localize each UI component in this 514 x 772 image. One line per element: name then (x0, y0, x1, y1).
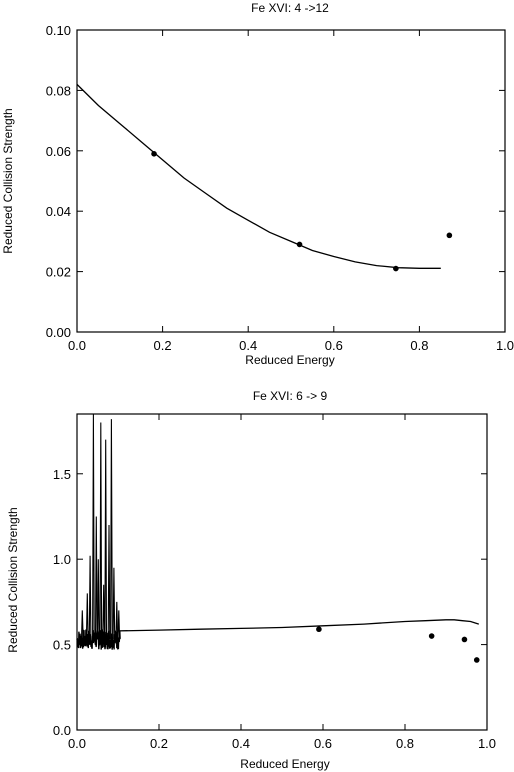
bottom-resonance-peak (94, 516, 98, 640)
top-ytick-label: 0.00 (46, 325, 71, 340)
top-data-point (151, 151, 157, 157)
chart-top-title: Fe XVI: 4 ->12 (251, 1, 329, 15)
top-xtick-label: 1.0 (496, 338, 514, 353)
bottom-resonance-peak (102, 584, 106, 640)
chart-bottom-frame (76, 413, 488, 731)
bottom-resonance-peak (88, 555, 92, 640)
bottom-fit-curve (117, 619, 479, 632)
bottom-resonance-band (76, 629, 121, 651)
top-data-point (296, 241, 303, 248)
bottom-resonance-peak (99, 422, 103, 640)
bottom-resonance-peak (80, 610, 84, 640)
bottom-resonance-peak (110, 419, 113, 640)
bottom-data-point (473, 657, 480, 663)
bottom-xtick-label: 0.2 (150, 736, 168, 751)
bottom-resonance-peak (96, 559, 100, 640)
bottom-resonance-peak (112, 567, 116, 640)
bottom-ytick-label: 1.0 (53, 552, 71, 567)
top-ytick-label: 0.02 (46, 265, 71, 280)
chart-bottom-ylabel: Reduced Collision Strength (6, 507, 20, 652)
bottom-xtick-label: 0.8 (396, 736, 414, 751)
top-ytick-label: 0.10 (46, 23, 71, 38)
bottom-ytick-label: 1.5 (53, 467, 71, 482)
chart-top: Fe XVI: 4 ->12 0.0 0.2 0.4 0.6 0.8 1.0 0.00 0.… (1, 1, 514, 367)
chart-top-xlabel: Reduced Energy (245, 353, 334, 367)
top-ytick-label: 0.08 (46, 83, 71, 98)
bottom-xtick-label: 0.0 (68, 736, 86, 751)
bottom-data-point (316, 626, 322, 633)
bottom-resonance-peak (115, 601, 119, 640)
chart-bottom-title: Fe XVI: 6 -> 9 (253, 389, 328, 403)
bottom-resonance-peak (85, 593, 89, 640)
chart-top-ylabel: Reduced Collision Strength (1, 108, 15, 253)
bottom-data-point (461, 636, 468, 643)
top-xtick-label: 0.6 (325, 338, 343, 353)
bottom-xtick-label: 0.4 (232, 736, 250, 751)
bottom-xtick-label: 0.6 (314, 736, 332, 751)
bottom-ytick-label: 0.5 (53, 638, 71, 653)
chart-bottom-xlabel: Reduced Energy (240, 757, 329, 771)
bottom-resonance-peak (92, 413, 95, 640)
bottom-xtick-label: 1.0 (478, 736, 496, 751)
top-ytick-label: 0.06 (46, 144, 71, 159)
top-xtick-label: 0.0 (68, 338, 86, 353)
chart-bottom: Fe XVI: 6 -> 9 0.0 0.2 0.4 0.6 0.8 1.0 0.0 0.5… (6, 389, 496, 771)
top-data-point (393, 265, 399, 272)
bottom-resonance-peak (117, 610, 121, 640)
top-ytick-label: 0.04 (46, 204, 71, 219)
top-xtick-label: 0.2 (154, 338, 172, 353)
bottom-data-point (428, 633, 435, 639)
chart-top-frame (76, 29, 506, 333)
top-fit-curve (76, 83, 441, 269)
bottom-resonance-peak (104, 439, 108, 640)
top-data-point (446, 232, 453, 239)
bottom-resonance-peak (107, 524, 111, 640)
top-xtick-label: 0.4 (239, 338, 257, 353)
top-xtick-label: 0.8 (410, 338, 428, 353)
bottom-ytick-label: 0.0 (53, 723, 71, 738)
